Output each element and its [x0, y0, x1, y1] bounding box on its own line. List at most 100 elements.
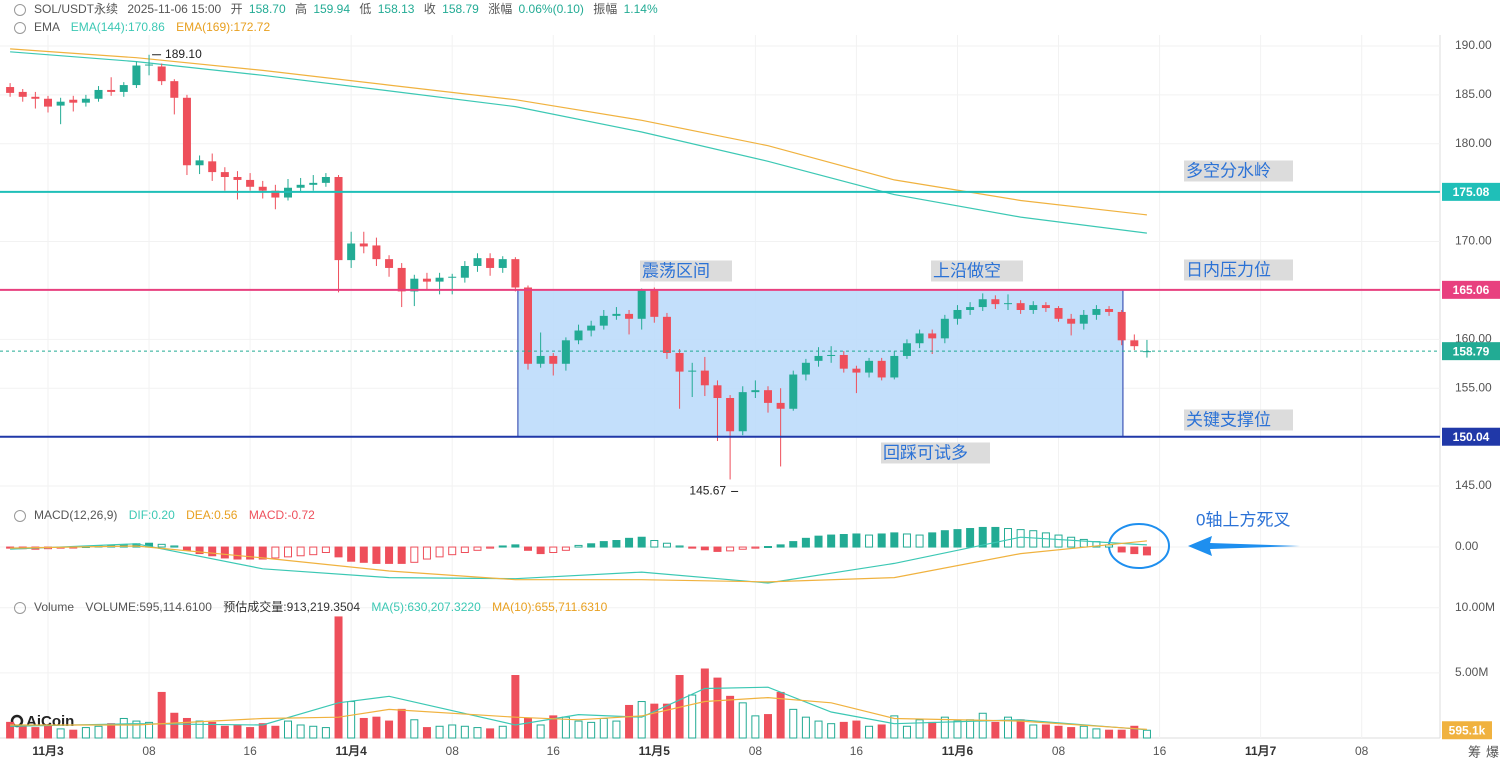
- price-tag-label: 150.04: [1453, 430, 1490, 444]
- collapse-icon[interactable]: [14, 22, 26, 34]
- volume-bar: [852, 720, 861, 739]
- candle-body: [865, 360, 874, 373]
- field-label: 涨幅: [488, 1, 512, 16]
- candle-body: [1105, 309, 1114, 312]
- y-tick-label: 170.00: [1455, 234, 1492, 248]
- candle-body: [827, 354, 836, 356]
- x-tick-label: 16: [243, 744, 257, 758]
- macd-bar: [726, 546, 735, 552]
- macd-line: [10, 536, 1147, 584]
- range-box: [517, 289, 1124, 438]
- field-value: 0.06%(0.10): [519, 2, 584, 16]
- macd-bar: [612, 540, 621, 548]
- candle-body: [486, 258, 495, 268]
- macd-bar: [801, 537, 810, 548]
- volume-tag: [1442, 721, 1492, 740]
- volume-bar: [1054, 725, 1063, 739]
- macd-bar: [1067, 536, 1076, 548]
- collapse-icon[interactable]: [14, 4, 26, 16]
- macd-bar: [1142, 546, 1151, 556]
- macd-bar: [157, 543, 166, 548]
- candle-body: [801, 362, 810, 375]
- y-tick-label: 155.00: [1455, 380, 1492, 394]
- header-line: SOL/USDT永续 2025-11-06 15:00 开 158.70 高 1…: [34, 1, 658, 16]
- annotation-bg: [1184, 409, 1293, 431]
- field-value: 158.70: [249, 2, 286, 16]
- volume-bar: [94, 725, 103, 739]
- macd-bar: [460, 546, 469, 553]
- volume-bar: [460, 725, 469, 739]
- candle-body: [776, 402, 785, 409]
- field-label: 振幅: [593, 1, 617, 16]
- ema-line: [10, 48, 1147, 216]
- macd-bar: [448, 546, 457, 556]
- footer-button[interactable]: 筹: [1468, 744, 1481, 759]
- volume-bar: [309, 725, 318, 739]
- macd-bar: [1130, 546, 1139, 555]
- candle-body: [397, 267, 406, 292]
- annotation: 关键支撑位: [1186, 410, 1271, 429]
- candle-body: [460, 265, 469, 278]
- panel-title: MACD(12,26,9): [34, 508, 117, 522]
- candle-body: [1092, 309, 1101, 315]
- collapse-icon[interactable]: [14, 602, 26, 614]
- macd-bar: [574, 544, 583, 548]
- candle-body: [764, 390, 772, 403]
- volume-bar: [271, 725, 280, 739]
- price-tag: [1442, 182, 1500, 201]
- volume-bar: [890, 715, 899, 739]
- x-tick-label: 08: [749, 744, 763, 758]
- candle-body: [511, 259, 520, 288]
- price-tag: [1442, 427, 1500, 446]
- candle-body: [713, 385, 722, 399]
- volume-bar: [359, 717, 368, 739]
- volume-bar: [233, 724, 242, 739]
- volume-bar: [814, 720, 823, 739]
- volume-tag-label: 595.1k: [1449, 723, 1486, 737]
- macd-bar: [359, 546, 368, 563]
- footer-button[interactable]: 爆: [1486, 744, 1499, 759]
- legend-entry: DEA:0.56: [186, 508, 238, 522]
- x-tick-label: 08: [1355, 744, 1369, 758]
- candle-body: [1117, 311, 1126, 341]
- macd-bar: [890, 532, 899, 548]
- volume-bar: [738, 702, 747, 739]
- volume-bar: [435, 725, 444, 739]
- volume-bar: [56, 728, 65, 739]
- candle-body: [662, 316, 671, 354]
- volume-bar: [195, 720, 204, 739]
- volume-bar: [107, 723, 116, 739]
- annotation-bg: [1184, 160, 1293, 182]
- candle-body: [549, 355, 558, 364]
- macd-bar: [524, 546, 532, 551]
- field-label: 收: [424, 2, 436, 16]
- candle-body: [145, 64, 154, 66]
- price-tag: [1442, 280, 1500, 299]
- volume-bar: [69, 729, 78, 739]
- volume-bar: [284, 720, 292, 739]
- x-tick-label: 16: [1153, 744, 1167, 758]
- annotation: 0轴上方死叉: [1196, 510, 1290, 529]
- macd-bar: [688, 546, 697, 549]
- volume-bar: [119, 717, 128, 739]
- candle-body: [877, 360, 886, 378]
- candle-body: [1079, 314, 1088, 324]
- macd-bar: [991, 526, 1000, 548]
- volume-bar: [625, 704, 634, 739]
- macd-bar: [928, 532, 937, 548]
- volume-bar: [865, 725, 874, 739]
- macd-bar: [397, 546, 406, 564]
- volume-bar: [966, 719, 975, 739]
- candle-body: [966, 307, 975, 310]
- volume-bar: [473, 727, 482, 739]
- x-tick-label: 16: [547, 744, 561, 758]
- volume-bar: [321, 727, 330, 739]
- collapse-icon[interactable]: [14, 510, 26, 522]
- volume-bar: [1117, 729, 1126, 739]
- candle-body: [928, 333, 937, 339]
- macd-bar: [284, 546, 292, 558]
- candle-body: [902, 343, 911, 356]
- volume-bar: [726, 695, 735, 739]
- candle-body: [814, 355, 823, 361]
- macd-bar: [296, 546, 305, 557]
